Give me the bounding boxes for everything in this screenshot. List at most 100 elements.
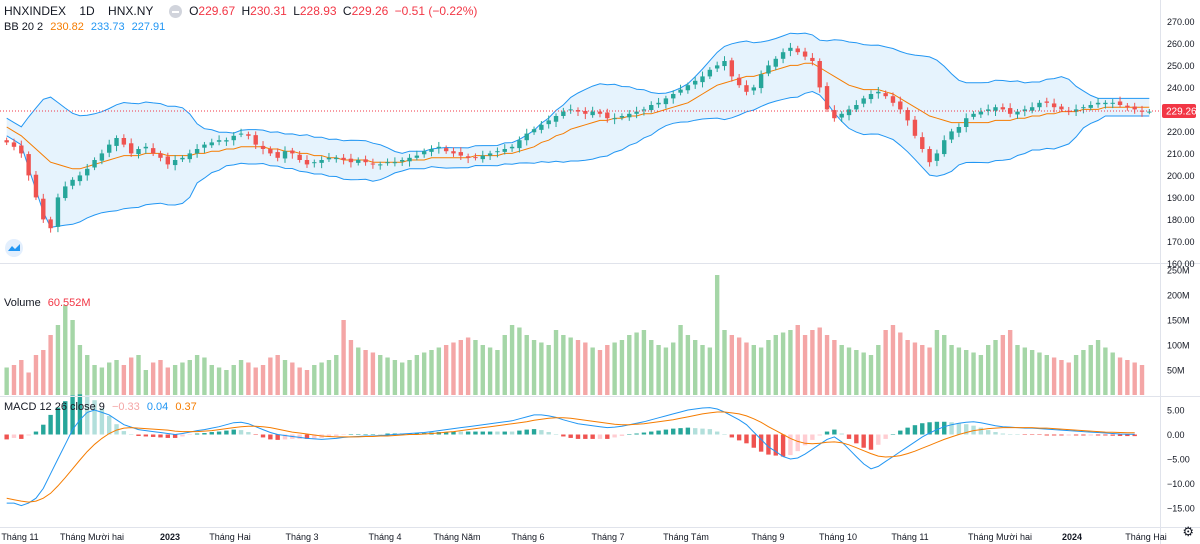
macd-legend[interactable]: MACD 12 26 close 9 −0.33 0.04 0.37 [4,401,201,413]
volume-bar [553,330,559,395]
volume-bar [238,360,244,395]
price-tick-label: 190.00 [1167,193,1195,203]
volume-bar [246,362,251,395]
macd-histogram-bar [385,433,390,435]
volume-bar [92,365,97,395]
volume-bar [832,340,837,395]
minus-circle-icon[interactable] [168,5,182,19]
volume-tick-label: 100M [1167,341,1190,351]
candlesticks [4,42,1152,233]
candle-body [1073,109,1079,112]
macd-histogram-bar [165,434,171,438]
macd-histogram-bar [751,434,756,448]
candle-body [678,89,683,93]
candle-body [758,74,764,89]
volume-bar [121,365,127,395]
volume-bar [1081,350,1086,395]
candle-body [978,111,984,115]
macd-histogram-bar [180,434,185,437]
volume-bar [326,360,332,395]
high-label: H [241,4,251,18]
macd-histogram-bar [612,434,617,438]
volume-bar [1095,340,1101,395]
macd-histogram-bar [905,427,910,435]
macd-histogram-bar [1095,434,1101,436]
time-tick-label: Tháng 10 [819,532,857,542]
volume-legend[interactable]: Volume 60.552M [4,297,95,309]
candle-body [810,57,815,61]
volume-bar [356,347,361,395]
tradingview-logo-icon[interactable] [5,239,23,257]
macd-histogram-bar [876,434,881,445]
candle-body [590,111,595,116]
macd-histogram-bar [253,434,258,435]
macd-histogram-bar [1007,434,1013,435]
macd-histogram-bar [671,428,676,435]
volume-bar [334,355,339,395]
macd-histogram-bar [729,434,735,438]
volume-bar [627,335,632,395]
volume-bar [912,342,918,395]
macd-histogram-bar [839,433,844,435]
symbol-legend[interactable]: HNXINDEX 1D HNX.NY O229.67 H230.31 L228.… [4,4,480,19]
gear-icon[interactable]: ⚙ [1182,524,1194,539]
candle-body [890,96,896,103]
candle-body [656,102,661,105]
interval[interactable]: 1D [79,4,95,18]
volume-bar [802,335,808,395]
volume-bar [1029,350,1035,395]
candle-body [693,80,698,85]
macd-histogram-bar [649,431,654,435]
volume-bar [363,350,368,395]
symbol-name[interactable]: HNXINDEX [4,4,67,18]
bb-legend[interactable]: BB 20 2 230.82 233.73 227.91 [4,21,169,33]
macd-histogram-bar [143,434,149,437]
macd-histogram-bar [722,434,727,435]
macd-name[interactable]: MACD 12 26 close 9 [4,401,105,413]
volume-bar [883,330,888,395]
macd-histogram-bar [1073,434,1079,436]
candle-body [846,109,852,116]
candle-body [334,157,339,160]
macd-histogram-bar [912,425,918,435]
close-label: C [342,4,352,18]
macd-histogram-bar [597,434,603,439]
volume-bar [722,330,727,395]
macd-histogram-bar [883,434,888,439]
time-tick-label: Tháng 9 [751,532,784,542]
volume-bar [1066,362,1071,395]
macd-histogram-bar [854,434,859,444]
volume-bar [400,362,405,395]
candle-body [920,137,925,149]
candle-body [224,140,229,142]
candle-body [458,152,463,156]
volume-name[interactable]: Volume [4,297,41,309]
volume-bar [473,340,478,395]
macd-histogram-bar [575,434,581,439]
macd-histogram-bar [656,430,661,435]
volume-bar [260,365,266,395]
candle-body [451,151,456,154]
macd-histogram-bar [297,434,302,439]
volume-bar [487,347,493,395]
volume-bar [934,330,940,395]
volume-bar [985,345,991,395]
macd-histogram-bar [216,431,222,435]
macd-histogram-bar [11,434,17,438]
candle-body [663,98,669,105]
macd-histogram-bar [85,395,90,435]
macd-histogram-bar [949,422,954,435]
candle-body [1059,106,1064,110]
price-tick-label: 260.00 [1167,39,1195,49]
macd-histogram-bar [443,432,449,435]
candle-body [905,110,910,121]
macd-histogram-bar [583,434,588,439]
macd-histogram-bar [561,434,566,437]
candle-body [671,94,676,99]
volume-bar [729,335,735,395]
candle-body [561,111,566,116]
volume-bar [824,335,830,395]
bb-name[interactable]: BB 20 2 [4,21,44,33]
volume-tick-label: 200M [1167,291,1190,301]
